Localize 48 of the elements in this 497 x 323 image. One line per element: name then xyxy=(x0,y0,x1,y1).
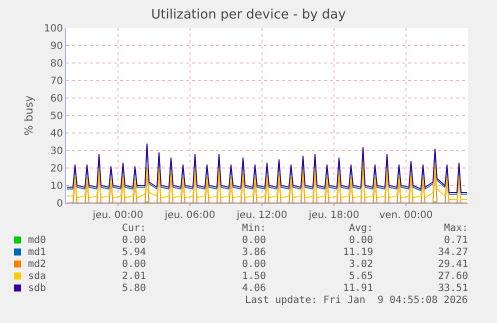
text: Min: xyxy=(242,223,266,234)
x-tick-label: ven. 00:00 xyxy=(379,210,433,221)
y-tick-label: 90 xyxy=(50,41,63,52)
legend-label: md2 xyxy=(28,259,46,270)
y-tick-label: 100 xyxy=(44,24,63,34)
y-tick-label: 30 xyxy=(50,146,63,157)
text: 29.41 xyxy=(438,259,468,270)
y-tick-label: 60 xyxy=(50,94,63,104)
text: 5.65 xyxy=(349,271,374,282)
x-tick-label: jeu. 00:00 xyxy=(92,210,144,221)
legend-label: md1 xyxy=(28,247,46,258)
text: 0.00 xyxy=(349,235,374,246)
legend-label: md0 xyxy=(28,235,46,246)
text: 11.91 xyxy=(343,283,374,294)
text: 0.00 xyxy=(122,235,146,246)
text: 5.94 xyxy=(122,247,146,258)
text: Cur: xyxy=(122,223,146,234)
y-tick-label: 80 xyxy=(50,58,63,70)
x-tick-label: jeu. 06:00 xyxy=(164,210,216,221)
y-tick-label: 40 xyxy=(50,128,63,140)
y-tick-label: 50 xyxy=(50,111,63,122)
text: 33.51 xyxy=(438,283,468,294)
text: 3.02 xyxy=(349,259,374,270)
text: 27.60 xyxy=(438,271,468,282)
text: 34.27 xyxy=(438,247,468,258)
y-tick-label: 70 xyxy=(50,76,63,87)
text: 11.19 xyxy=(343,247,374,258)
text: 4.06 xyxy=(242,283,266,294)
text: Last update: Fri Jan 9 04:55:08 2026 xyxy=(245,295,468,306)
text: 0.00 xyxy=(122,259,146,270)
text: Max: xyxy=(444,223,468,234)
text: 0.00 xyxy=(242,235,266,246)
legend-label: sdb xyxy=(28,283,46,294)
text: Avg: xyxy=(349,223,374,234)
text: 3.86 xyxy=(242,247,266,258)
y-tick-label: 10 xyxy=(50,181,63,192)
y-axis-title: % busy xyxy=(22,94,36,136)
legend-label: sda xyxy=(28,271,46,282)
text: 0.71 xyxy=(444,235,468,246)
text: 0.00 xyxy=(242,259,266,270)
x-tick-label: jeu. 18:00 xyxy=(308,210,360,221)
y-tick-label: 0 xyxy=(56,198,63,210)
text: 1.50 xyxy=(242,271,266,282)
chart-title: Utilization per device - by day xyxy=(151,8,346,23)
y-tick-label: 20 xyxy=(50,164,63,174)
text: 5.80 xyxy=(122,283,146,294)
x-tick-label: jeu. 12:00 xyxy=(236,210,288,221)
text: 2.01 xyxy=(122,271,146,282)
